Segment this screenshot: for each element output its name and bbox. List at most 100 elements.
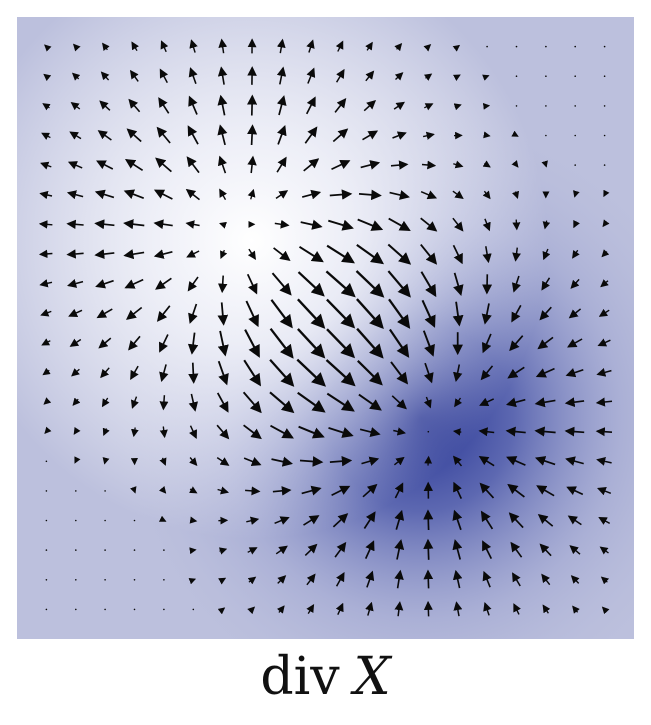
field-dot [45, 579, 48, 581]
field-dot [574, 75, 576, 77]
field-arrow [394, 72, 404, 81]
field-arrow [357, 360, 383, 386]
field-arrow [479, 397, 495, 406]
field-arrow [94, 249, 115, 260]
field-arrow [125, 306, 143, 320]
field-arrow [601, 249, 610, 258]
caption-operator: div [260, 647, 340, 707]
field-arrow [482, 160, 491, 168]
field-arrow [572, 190, 580, 198]
field-arrow [217, 155, 228, 174]
field-arrow [453, 364, 463, 382]
field-arrow [128, 335, 141, 351]
field-arrow [534, 397, 556, 408]
field-dot [603, 134, 606, 137]
field-arrow [159, 426, 168, 439]
field-arrow [537, 513, 554, 527]
field-arrow [355, 270, 385, 298]
field-arrow [247, 155, 257, 174]
field-arrow [335, 68, 345, 83]
field-arrow [94, 219, 115, 230]
field-dot [163, 549, 165, 551]
field-arrow [217, 275, 228, 294]
arrow-grid [38, 38, 613, 617]
field-dot [104, 490, 106, 492]
field-arrow [188, 362, 199, 384]
field-arrow [217, 302, 229, 326]
field-arrow [297, 271, 325, 297]
field-dot [133, 519, 136, 522]
field-arrow [356, 327, 384, 359]
field-arrow [42, 367, 51, 376]
field-arrow [328, 219, 354, 231]
field-arrow [421, 160, 437, 170]
field-arrow [365, 601, 374, 616]
field-dot [515, 45, 518, 48]
field-arrow [452, 244, 463, 265]
field-arrow [393, 427, 406, 436]
field-arrow [271, 456, 293, 467]
field-arrow [220, 249, 228, 259]
field-arrow [511, 304, 522, 323]
field-arrow [535, 367, 555, 378]
field-arrow [247, 124, 258, 146]
field-arrow [600, 576, 610, 585]
source-region [17, 17, 634, 639]
field-arrow [100, 71, 110, 81]
field-arrow [41, 338, 51, 346]
field-arrow [123, 219, 145, 230]
field-dot [192, 608, 195, 611]
field-arrow [424, 455, 433, 466]
field-arrow [537, 336, 554, 350]
field-arrow [44, 426, 52, 434]
field-arrow [360, 160, 381, 170]
field-arrow [243, 359, 262, 387]
field-arrow [326, 328, 356, 359]
field-arrow [394, 569, 404, 589]
field-arrow [73, 426, 81, 435]
field-arrow [595, 427, 613, 437]
field-arrow [359, 427, 381, 437]
field-arrow [128, 98, 141, 113]
field-arrow [274, 219, 290, 229]
field-dot [75, 579, 77, 581]
field-arrow [159, 395, 169, 411]
field-arrow [39, 279, 53, 288]
field-arrow [246, 516, 260, 525]
field-arrow [325, 359, 356, 387]
field-dot [45, 490, 48, 492]
field-arrow [601, 606, 610, 615]
field-arrow [387, 270, 411, 298]
field-arrow [71, 368, 80, 377]
field-arrow [420, 190, 438, 200]
field-arrow [424, 103, 434, 111]
field-arrow [305, 96, 316, 115]
field-arrow [156, 126, 171, 144]
field-arrow [482, 246, 492, 264]
field-arrow [131, 427, 139, 438]
field-arrow [452, 190, 464, 200]
field-arrow [67, 279, 84, 288]
field-arrow [452, 301, 464, 327]
field-arrow [356, 244, 385, 265]
field-arrow [534, 426, 556, 437]
field-arrow [600, 279, 609, 288]
field-arrow [388, 298, 411, 329]
field-arrow [67, 161, 83, 170]
field-arrow [390, 361, 409, 385]
field-arrow [364, 540, 375, 559]
field-arrow [331, 485, 351, 496]
field-arrow [393, 456, 405, 466]
field-arrow [247, 94, 258, 116]
field-arrow [483, 602, 492, 616]
field-arrow [217, 360, 229, 386]
field-arrow [217, 66, 228, 85]
field-arrow [356, 298, 384, 330]
field-arrow [481, 303, 492, 325]
field-arrow [422, 131, 435, 140]
field-arrow [297, 328, 326, 359]
field-arrow [394, 601, 404, 617]
field-arrow [541, 277, 551, 291]
field-arrow [595, 397, 613, 407]
field-arrow [394, 482, 404, 499]
